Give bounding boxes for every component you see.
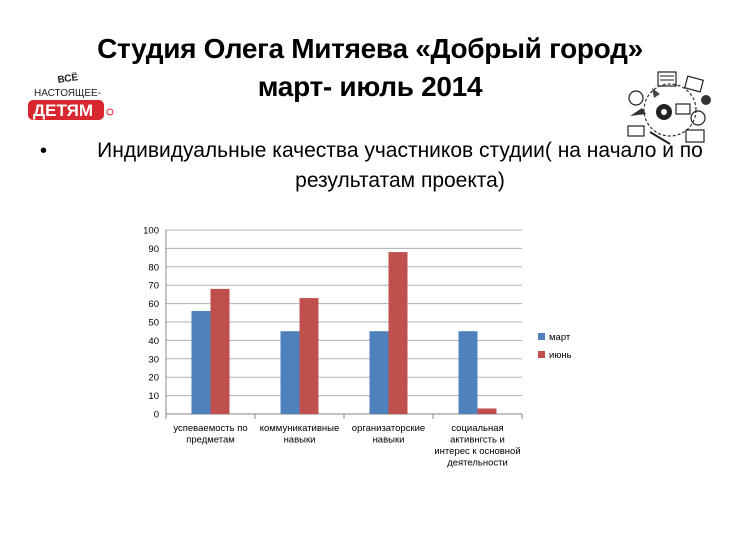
bar-mar [191, 310, 211, 414]
y-tick-label: 50 [148, 318, 159, 329]
y-tick-label: 10 [148, 391, 159, 402]
bullet-dot-icon: • [40, 140, 48, 162]
legend-label: июнь [549, 350, 572, 361]
x-tick-label: активнгсть и [450, 435, 505, 446]
bar-chart: 0 10 20 30 40 50 60 70 80 90 100 успеваемость по пре… [120, 218, 600, 478]
school-supplies-doodle-icon [624, 68, 716, 152]
y-tick-label: 40 [148, 336, 159, 347]
y-tick-label: 60 [148, 299, 159, 310]
bar-jun [299, 298, 319, 414]
bar-mar [369, 331, 389, 414]
svg-text:ВСЁ: ВСЁ [57, 72, 80, 86]
bar-jun [477, 408, 497, 414]
x-tick-label: коммуникативные [260, 423, 340, 434]
bar-mar [280, 331, 300, 414]
y-tick-label: 30 [148, 354, 159, 365]
title-line-2: март- июль 2014 [257, 71, 483, 102]
y-tick-label: 100 [143, 226, 159, 237]
bar-jun [388, 252, 408, 414]
x-tick-label: социальная [451, 423, 503, 434]
brand-logo: ВСЁ НАСТОЯЩЕЕ- ДЕТЯМ [24, 70, 120, 124]
svg-text:ДЕТЯМ: ДЕТЯМ [33, 101, 93, 120]
bar-jun [210, 288, 230, 414]
y-tick-label: 90 [148, 244, 159, 255]
y-tick-label: 70 [148, 281, 159, 292]
bullet-text: Индивидуальные качества участников студи… [97, 139, 703, 192]
x-tick-label: навыки [284, 435, 316, 446]
chart-canvas: 0 10 20 30 40 50 60 70 80 90 100 успеваемость попре… [143, 226, 572, 469]
svg-text:НАСТОЯЩЕЕ-: НАСТОЯЩЕЕ- [34, 88, 101, 99]
x-tick-label: деятельности [447, 458, 508, 469]
legend-swatch [538, 333, 545, 340]
y-tick-label: 80 [148, 262, 159, 273]
x-tick-label: организаторские [352, 423, 425, 434]
slide-title: Студия Олега Митяева «Добрый город» март… [40, 30, 700, 106]
title-line-1: Студия Олега Митяева «Добрый город» [97, 33, 643, 64]
x-tick-label: интерес к основной [434, 446, 520, 457]
x-tick-label: предметам [186, 435, 235, 446]
x-tick-label: навыки [373, 435, 405, 446]
y-tick-label: 0 [154, 410, 159, 421]
bar-mar [458, 331, 478, 414]
legend-swatch [538, 351, 545, 358]
legend-label: март [549, 332, 571, 343]
y-tick-label: 20 [148, 373, 159, 384]
bullet-item: • Индивидуальные качества участников сту… [40, 136, 720, 196]
x-tick-label: успеваемость по [173, 423, 247, 434]
